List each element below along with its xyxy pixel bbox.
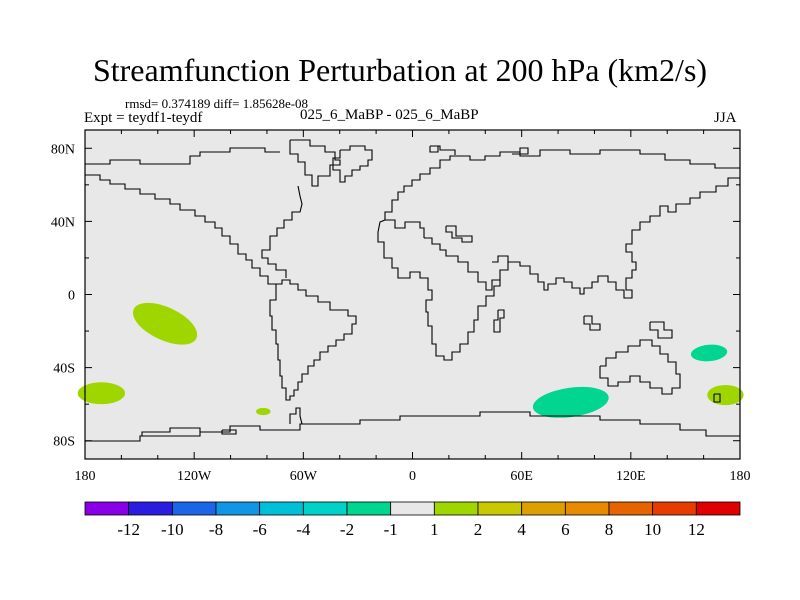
colorbar-box	[477, 501, 523, 516]
colorbar-label: -4	[296, 520, 311, 539]
lat-tick-label: 40N	[51, 215, 75, 230]
colorbar-label: -6	[253, 520, 267, 539]
positive-anomaly-dateline-west	[77, 382, 126, 405]
colorbar-label: 8	[605, 520, 614, 539]
lat-tick-label: 80N	[51, 142, 75, 157]
coast-arctic-islands-2	[512, 147, 529, 155]
lon-tick-label: 180	[75, 469, 96, 484]
coast-north-america-top	[85, 147, 280, 165]
colorbar-box	[521, 501, 566, 516]
colorbar-box	[259, 501, 304, 516]
coastlines	[85, 139, 740, 442]
colorbar-label: 6	[561, 520, 570, 539]
coast-south-america	[269, 279, 357, 401]
colorbar-box	[652, 501, 697, 516]
colorbar-label: 2	[474, 520, 483, 539]
colorbar-label: 4	[517, 520, 526, 539]
colorbar: -12 -10 -8 -6 -4 -2 -1 1 2 4 6 8 10 12	[84, 501, 741, 539]
lon-tick-label: 0	[409, 469, 416, 484]
positive-anomaly-dateline-east	[707, 384, 744, 406]
plot-title: Streamfunction Perturbation at 200 hPa (…	[92, 52, 708, 88]
colorbar-label: -12	[117, 520, 140, 539]
colorbar-box	[84, 501, 130, 516]
lat-tick-label: 40S	[53, 362, 75, 377]
coast-ross-ice	[141, 427, 201, 436]
coast-hudson	[289, 139, 341, 187]
coast-mediterranean	[385, 219, 425, 238]
coast-new-zealand	[713, 393, 721, 403]
coast-caspian	[445, 225, 473, 243]
colorbar-box	[346, 501, 392, 516]
coast-africa	[377, 219, 501, 361]
coast-australia	[599, 339, 681, 395]
coast-eurasia-north	[384, 149, 740, 220]
colorbar-box	[128, 501, 173, 516]
colorbar-label: -1	[384, 520, 398, 539]
map-axes: 180 120W 60W 0 60E 120E 180 80N 40N 0 40S 80S	[51, 129, 751, 484]
colorbar-label: 1	[430, 520, 439, 539]
coast-arabia	[492, 255, 509, 263]
colorbar-box	[433, 501, 479, 516]
colorbar-box	[215, 501, 261, 516]
coast-weddell-islet	[221, 429, 237, 435]
experiment-label: Expt = teydf1-teydf	[84, 110, 203, 126]
colorbar-box	[564, 501, 610, 516]
coast-north-america	[85, 174, 276, 285]
colorbar-box	[608, 501, 654, 516]
colorbar-label: 12	[688, 520, 705, 539]
colorbar-label: 10	[644, 520, 661, 539]
lon-tick-label: 60E	[510, 469, 533, 484]
negative-anomaly-south-pacific	[690, 344, 728, 362]
lon-tick-label: 60W	[290, 469, 318, 484]
map-background	[85, 130, 740, 459]
stats-text: rmsd= 0.374189 diff= 1.85628e-08	[125, 96, 309, 111]
anomaly-layer	[77, 302, 744, 418]
positive-anomaly-pacific	[132, 302, 198, 345]
coast-asia-east	[424, 177, 740, 299]
colorbar-box	[171, 501, 217, 516]
colorbar-box	[695, 501, 741, 516]
lat-tick-label: 80S	[53, 435, 75, 450]
coast-indonesia	[583, 315, 601, 331]
lat-tick-label: 0	[68, 289, 75, 304]
coast-antarctica	[85, 411, 740, 442]
lon-tick-label: 120E	[616, 469, 646, 484]
coast-greenland	[332, 145, 373, 183]
coast-new-guinea	[649, 321, 673, 339]
positive-anomaly-small-south-america	[256, 407, 271, 416]
coast-antarctic-peninsula	[289, 407, 303, 425]
coast-east-us	[261, 185, 303, 278]
colorbar-label: -8	[209, 520, 223, 539]
coast-madagascar	[493, 309, 505, 333]
negative-anomaly-indian-ocean	[532, 386, 609, 418]
season-label: JJA	[714, 110, 737, 126]
case-label: 025_6_MaBP - 025_6_MaBP	[300, 107, 479, 123]
colorbar-box	[302, 501, 348, 516]
lon-tick-label: 120W	[177, 469, 212, 484]
coast-arctic-islands	[429, 145, 439, 153]
lon-tick-label: 180	[730, 469, 751, 484]
colorbar-box	[390, 501, 435, 516]
colorbar-label: -2	[340, 520, 354, 539]
colorbar-label: -10	[161, 520, 184, 539]
